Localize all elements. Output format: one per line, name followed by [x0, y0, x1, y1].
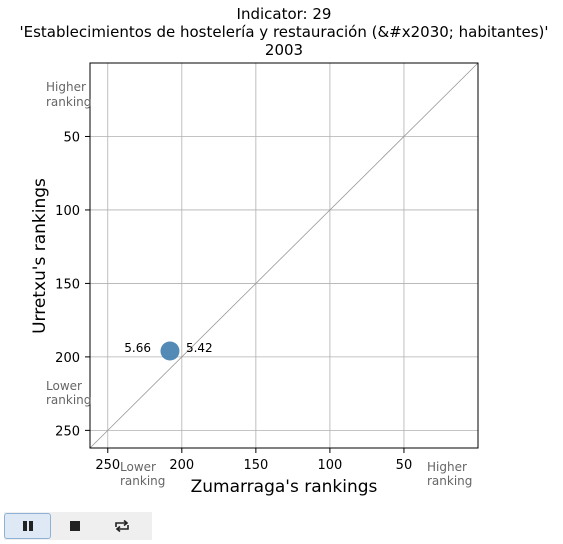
y-low-hint-line-1: Lower	[46, 379, 82, 393]
title-line-2: 'Establecimientos de hostelería y restau…	[20, 23, 549, 41]
y-tick-label: 150	[55, 277, 80, 292]
x-low-hint-line-2: ranking	[120, 474, 165, 488]
x-high-hint-line-1: Higher	[427, 460, 467, 474]
x-tick-label: 200	[169, 458, 194, 473]
chart-title: Indicator: 29 'Establecimientos de hoste…	[20, 5, 549, 59]
x-axis-label: Zumarraga's rankings	[191, 477, 378, 497]
point-label-right: 5.42	[186, 341, 213, 355]
data-point	[160, 341, 180, 361]
pause-icon	[22, 521, 33, 531]
x-tick-label: 150	[243, 458, 268, 473]
y-tick-label: 250	[55, 424, 80, 439]
x-low-hint-line-1: Lower	[120, 460, 156, 474]
y-tick-label: 50	[63, 130, 80, 145]
stop-icon	[69, 521, 80, 531]
plot-frame	[89, 62, 479, 449]
points: 5.66 5.42	[124, 341, 213, 361]
y-low-hint-line-2: ranking	[46, 393, 91, 407]
chart: Indicator: 29 'Establecimientos de hoste…	[20, 5, 549, 497]
y-axis-ticks: 50 100 150 200 250	[55, 130, 90, 439]
stop-button[interactable]	[51, 513, 98, 539]
repeat-icon	[114, 519, 129, 533]
y-high-hint-line-1: Higher	[46, 80, 86, 94]
repeat-button[interactable]	[98, 513, 145, 539]
x-tick-label: 250	[95, 458, 120, 473]
y-tick-label: 200	[55, 351, 80, 366]
grid	[90, 63, 478, 448]
diagonal-reference-line	[89, 62, 479, 449]
x-high-hint-line-2: ranking	[427, 474, 472, 488]
animation-toolbar	[4, 512, 152, 540]
x-axis-ticks: 250 200 150 100 50	[95, 448, 412, 473]
y-axis-label: Urretxu's rankings	[30, 178, 50, 334]
point-label-left: 5.66	[124, 341, 151, 355]
title-line-3: 2003	[265, 41, 303, 59]
pause-button[interactable]	[4, 513, 51, 539]
title-line-1: Indicator: 29	[237, 5, 332, 23]
y-tick-label: 100	[55, 204, 80, 219]
y-high-hint-line-2: ranking	[46, 95, 91, 109]
x-tick-label: 100	[317, 458, 342, 473]
x-tick-label: 50	[396, 458, 413, 473]
